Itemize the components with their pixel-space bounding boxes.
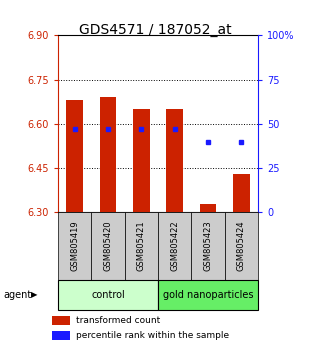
Text: GDS4571 / 187052_at: GDS4571 / 187052_at	[79, 23, 232, 37]
Text: control: control	[91, 290, 125, 300]
Text: GSM805421: GSM805421	[137, 221, 146, 272]
Text: GSM805423: GSM805423	[204, 221, 213, 272]
Bar	[225, 212, 258, 280]
Bar	[125, 212, 158, 280]
Text: percentile rank within the sample: percentile rank within the sample	[76, 331, 229, 340]
Text: gold nanoparticles: gold nanoparticles	[163, 290, 253, 300]
Text: ▶: ▶	[31, 290, 38, 299]
Text: transformed count: transformed count	[76, 316, 160, 325]
Text: agent: agent	[3, 290, 31, 300]
Bar	[158, 280, 258, 310]
Bar	[52, 316, 70, 325]
Bar	[233, 174, 250, 212]
Text: GSM805419: GSM805419	[70, 221, 79, 272]
Bar	[166, 109, 183, 212]
Bar	[100, 97, 116, 212]
Bar	[200, 204, 216, 212]
Bar	[191, 212, 225, 280]
Bar	[58, 280, 158, 310]
Bar	[58, 212, 91, 280]
Text: GSM805424: GSM805424	[237, 221, 246, 272]
Text: GSM805422: GSM805422	[170, 221, 179, 272]
Bar	[133, 109, 150, 212]
Bar	[158, 212, 191, 280]
Bar	[91, 212, 125, 280]
Bar	[66, 100, 83, 212]
Bar	[52, 331, 70, 340]
Text: GSM805420: GSM805420	[104, 221, 113, 272]
